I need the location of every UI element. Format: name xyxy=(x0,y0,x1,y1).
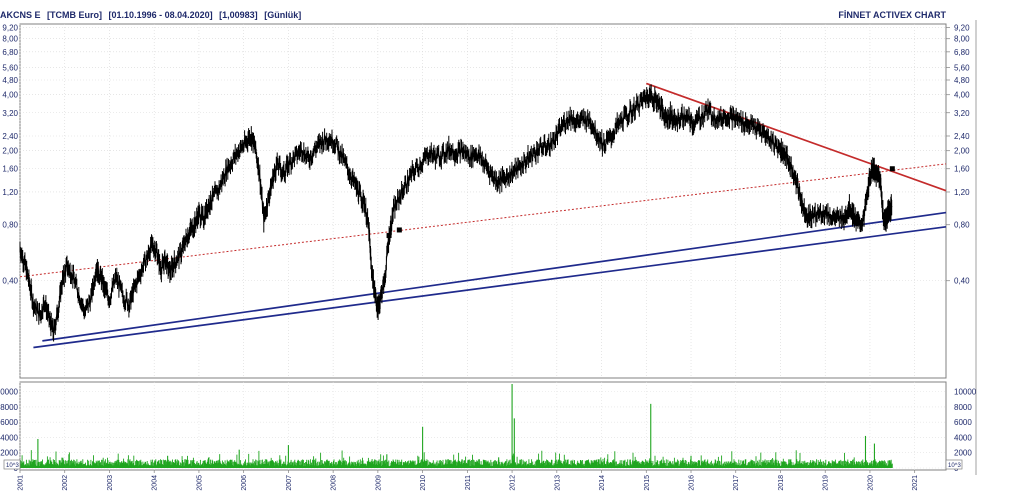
trendlines xyxy=(19,82,947,349)
volume-tick-label-right: 2000 xyxy=(954,449,972,458)
price-tick-label-right: 1,20 xyxy=(954,188,970,197)
year-tick-label: 2008 xyxy=(331,475,338,491)
price-tick-label-left: 4,80 xyxy=(2,76,18,85)
price-panel-frame xyxy=(19,23,947,379)
price-marker xyxy=(386,233,392,239)
volume-tick-label-right: 6000 xyxy=(954,418,972,427)
volume-panel-frame xyxy=(19,381,947,471)
volume-unit-left: 10^3 xyxy=(6,463,19,469)
price-tick-label-left: 0,80 xyxy=(2,221,18,230)
year-tick-label: 2012 xyxy=(510,475,517,491)
year-tick-label: 2009 xyxy=(375,475,382,491)
volume-tick-label-left: 4000 xyxy=(0,433,18,442)
volume-tick-label-left: 2000 xyxy=(0,449,18,458)
header-date-range: [01.10.1996 - 08.04.2020] xyxy=(108,10,213,20)
price-tick-label-right: 2,00 xyxy=(954,147,970,156)
year-tick-label: 2020 xyxy=(867,475,874,491)
volume-axis-ticks: 10000 10000 8000 8000 6000 6000 4000 4000 2000 20… xyxy=(0,388,977,473)
year-tick-label: 2021 xyxy=(912,475,919,491)
price-axis-ticks: 9,20 9,20 8,00 8,00 6,80 6,80 5,60 5,60 4,80 4,80… xyxy=(2,23,970,285)
year-tick-label: 2018 xyxy=(778,475,785,491)
volume-tick-label-right: 4000 xyxy=(954,433,972,442)
trendline-1 xyxy=(19,163,947,278)
price-tick-label-right: 1,60 xyxy=(954,165,970,174)
price-tick-label-right: 8,00 xyxy=(954,35,970,44)
year-tick-label: 2004 xyxy=(152,475,159,491)
price-tick-label-left: 0,40 xyxy=(2,277,18,286)
volume-tick-label-right: 8000 xyxy=(954,403,972,412)
trendline-2 xyxy=(42,211,947,342)
header-period: [Günlük] xyxy=(264,10,302,20)
year-tick-label: 2007 xyxy=(286,475,293,491)
price-series-line xyxy=(19,84,893,342)
volume-tick-label-right: 10000 xyxy=(954,388,977,397)
price-gridlines xyxy=(19,24,946,470)
volume-unit-box-left xyxy=(3,459,21,470)
price-tick-label-left: 4,00 xyxy=(2,91,18,100)
price-tick-label-left: 5,60 xyxy=(2,64,18,73)
volume-tick-label-left: 6000 xyxy=(0,418,18,427)
year-tick-label: 2015 xyxy=(644,475,651,491)
header-symbol: AKCNS E xyxy=(0,10,41,20)
price-tick-label-right: 0,40 xyxy=(954,277,970,286)
year-tick-label: 2014 xyxy=(599,475,606,491)
price-tick-label-left: 2,40 xyxy=(2,132,18,141)
year-tick-label: 2010 xyxy=(420,475,427,491)
price-tick-label-right: 2,40 xyxy=(954,132,970,141)
chart-brand: FİNNET ACTIVEX CHART xyxy=(838,10,946,20)
price-tick-label-left: 1,20 xyxy=(2,188,18,197)
price-tick-label-right: 6,80 xyxy=(954,48,970,57)
year-tick-label: 2017 xyxy=(733,475,740,491)
year-tick-label: 2013 xyxy=(554,475,561,491)
price-tick-label-left: 3,20 xyxy=(2,109,18,118)
chart-header: AKCNS E [TCMB Euro] [01.10.1996 - 08.04.… xyxy=(0,10,301,20)
year-tick-label: 2011 xyxy=(465,475,472,490)
time-axis-ticks: 2001 2002 2003 2004 2005 2006 2007 2008 2009 2010… xyxy=(18,470,919,491)
price-marker xyxy=(396,227,402,233)
price-tick-label-left: 1,60 xyxy=(2,165,18,174)
price-tick-label-right: 9,20 xyxy=(954,23,970,32)
price-tick-label-left: 8,00 xyxy=(2,35,18,44)
price-tick-label-right: 5,60 xyxy=(954,64,970,73)
trendline-3 xyxy=(33,225,947,349)
volume-tick-label-left: 8000 xyxy=(0,403,18,412)
price-tick-label-right: 0,80 xyxy=(954,221,970,230)
year-tick-label: 2002 xyxy=(62,475,69,491)
header-last-value: [1,00983] xyxy=(219,10,258,20)
volume-unit-box-right xyxy=(945,459,963,470)
price-tick-label-left: 2,00 xyxy=(2,147,18,156)
price-markers xyxy=(386,166,895,239)
year-tick-label: 2006 xyxy=(241,475,248,491)
volume-unit-right: 10^3 xyxy=(948,463,961,469)
price-tick-label-left: 6,80 xyxy=(2,48,18,57)
price-tick-label-right: 4,00 xyxy=(954,91,970,100)
volume-tick-label-left: 10000 xyxy=(0,388,19,397)
year-tick-label: 2003 xyxy=(107,475,114,491)
header-currency: [TCMB Euro] xyxy=(47,10,103,20)
year-tick-label: 2005 xyxy=(196,475,203,491)
year-tick-label: 2016 xyxy=(689,475,696,491)
price-tick-label-right: 4,80 xyxy=(954,76,970,85)
price-tick-label-left: 9,20 xyxy=(2,23,18,32)
price-marker xyxy=(889,166,895,172)
trendline-0 xyxy=(645,82,947,192)
year-tick-label: 2001 xyxy=(18,475,25,491)
year-tick-label: 2019 xyxy=(823,475,830,491)
price-tick-label-right: 3,20 xyxy=(954,109,970,118)
